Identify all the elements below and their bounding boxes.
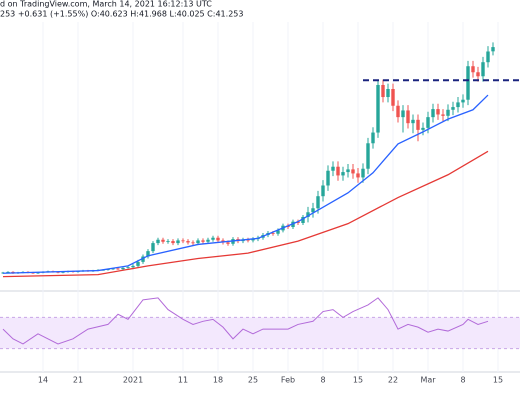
candle-body <box>216 237 220 241</box>
candle-body <box>486 51 490 63</box>
x-tick-label: 15 <box>353 376 363 385</box>
candle-body <box>251 239 255 241</box>
candle-body <box>206 239 210 242</box>
line <box>2 297 489 345</box>
x-tick-label: 25 <box>248 376 258 385</box>
candle-body <box>196 240 200 244</box>
candle-body <box>316 196 320 209</box>
candle-body <box>36 272 40 274</box>
x-tick-label: 15 <box>493 376 503 385</box>
x-tick-label: 8 <box>320 376 325 385</box>
candle-body <box>426 117 430 128</box>
candle-body <box>111 268 115 270</box>
candle-body <box>421 127 425 130</box>
candle-body <box>306 212 310 217</box>
candle-body <box>391 89 395 106</box>
candle-body <box>201 240 205 242</box>
x-tick-label: 18 <box>213 376 223 385</box>
candle-body <box>321 185 325 197</box>
candle-body <box>151 243 155 252</box>
candle-body <box>446 109 450 116</box>
candle-body <box>346 169 350 173</box>
candle-body <box>131 265 135 268</box>
x-tick-label: 22 <box>388 376 398 385</box>
candle-body <box>161 239 165 242</box>
candle-body <box>481 62 485 77</box>
x-tick-label: Mar <box>420 376 436 385</box>
candle-body <box>116 268 120 270</box>
candle-body <box>476 72 480 77</box>
candle-body <box>416 119 420 130</box>
candle-body <box>226 242 230 244</box>
candle-body <box>461 99 465 103</box>
candle-body <box>186 241 190 243</box>
candle-body <box>441 114 445 116</box>
candle-body <box>6 271 10 273</box>
candle-body <box>311 208 315 213</box>
x-tick-label: 2021 <box>123 376 143 385</box>
candle-body <box>211 237 215 240</box>
line <box>2 94 489 274</box>
candle-body <box>191 242 195 244</box>
candle-body <box>431 109 435 118</box>
candle-body <box>331 166 335 171</box>
candle-body <box>146 251 150 257</box>
candle-body <box>141 256 145 262</box>
x-tick-label: 14 <box>38 376 48 385</box>
candle-body <box>136 261 140 266</box>
rsi-band <box>0 317 520 349</box>
candle-body <box>341 172 345 176</box>
candle-body <box>466 66 470 100</box>
candle-body <box>246 239 250 241</box>
candle-body <box>126 267 130 269</box>
x-tick-label: Feb <box>281 376 295 385</box>
candle-body <box>351 169 355 174</box>
candle-body <box>271 233 275 234</box>
candle-body <box>171 241 175 244</box>
candle-body <box>181 240 185 242</box>
candle-body <box>356 173 360 178</box>
candle-body <box>396 105 400 118</box>
candle-body <box>156 239 160 244</box>
candle-body <box>166 241 170 242</box>
x-tick-label: 8 <box>460 376 465 385</box>
candle-body <box>411 119 415 124</box>
candle-body <box>471 66 475 73</box>
candle-body <box>371 132 375 144</box>
candle-body <box>381 84 385 98</box>
candle-body <box>301 216 305 223</box>
candle-body <box>176 240 180 244</box>
header-line2: 253 +0.631 (+1.55%) O:40.623 H:41.968 L:… <box>0 10 243 19</box>
header-line1: d on TradingView.com, March 14, 2021 16:… <box>0 0 212 9</box>
line <box>2 150 489 278</box>
candle-body <box>451 107 455 110</box>
candle-body <box>406 110 410 124</box>
candle-body <box>366 143 370 169</box>
candle-body <box>436 109 440 115</box>
candle-body <box>456 102 460 108</box>
x-tick-label: 21 <box>73 376 83 385</box>
candle-body <box>491 47 495 52</box>
candle-body <box>336 166 340 176</box>
candle-body <box>376 84 380 133</box>
candle-body <box>61 271 65 273</box>
candle-body <box>361 168 365 178</box>
candle-body <box>401 110 405 118</box>
candle-body <box>386 89 390 98</box>
candle-body <box>326 170 330 186</box>
candle-body <box>276 230 280 234</box>
x-tick-label: 11 <box>178 376 188 385</box>
candle-body <box>121 267 125 270</box>
